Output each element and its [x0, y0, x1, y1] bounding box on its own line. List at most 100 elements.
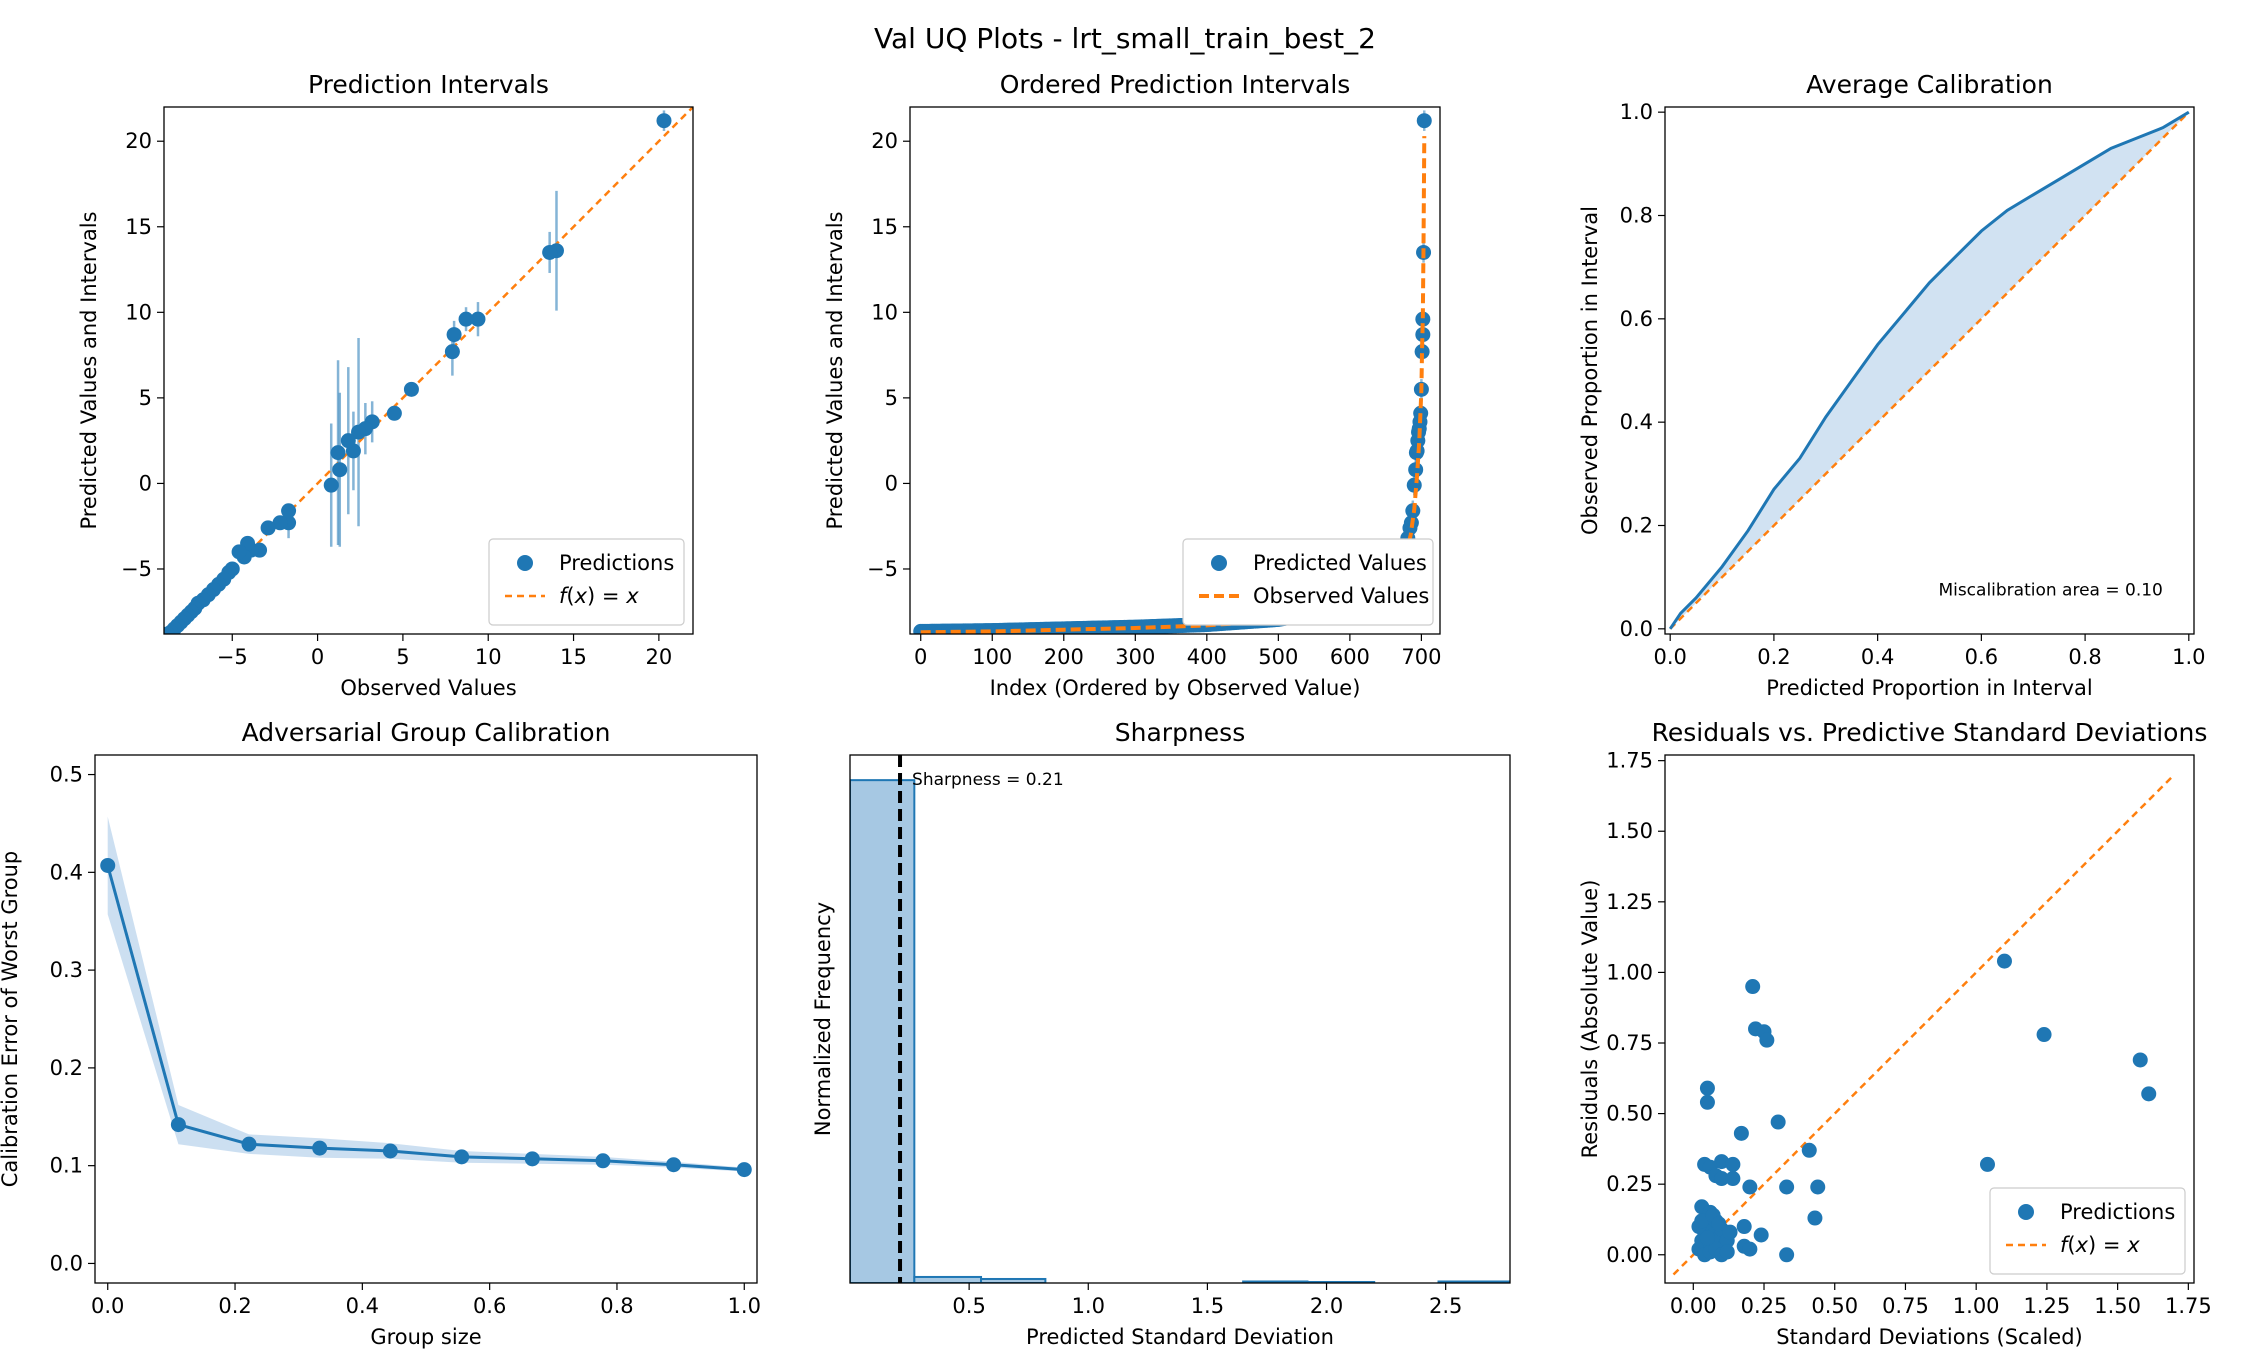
- legend-label-predictions: Predicted Values: [1253, 551, 1427, 575]
- x-tick-label: 0.0: [1653, 645, 1686, 669]
- identity-line: [1672, 776, 2173, 1276]
- prediction-point: [281, 503, 297, 519]
- prediction-point: [260, 520, 276, 536]
- y-tick-label: 0.1: [50, 1154, 83, 1178]
- residual-point: [1759, 1032, 1775, 1048]
- residual-point: [1801, 1142, 1817, 1158]
- x-tick-label: 0: [311, 645, 324, 669]
- y-tick-label: 0: [885, 471, 898, 495]
- residual-point: [2141, 1086, 2157, 1102]
- calibration-curve: [1668, 110, 2190, 630]
- miscalibration-annotation: Miscalibration area = 0.10: [1938, 580, 2162, 600]
- chart-title: Average Calibration: [1806, 70, 2053, 99]
- x-tick-label: 0: [914, 645, 927, 669]
- histogram-bar: [850, 779, 916, 1283]
- x-axis-label: Index (Ordered by Observed Value): [990, 676, 1361, 700]
- prediction-point: [458, 311, 474, 327]
- predicted-point: [1415, 327, 1431, 343]
- sharpness-annotation: Sharpness = 0.21: [912, 770, 1064, 790]
- chart-title: Residuals vs. Predictive Standard Deviat…: [1652, 718, 2208, 747]
- x-tick-label: 0.0: [91, 1294, 124, 1318]
- prediction-point: [386, 405, 402, 421]
- calibration-error-point: [241, 1136, 257, 1152]
- axes-frame: [1664, 754, 2195, 1284]
- x-tick-label: 0.2: [1757, 645, 1790, 669]
- x-axis-label: Group size: [370, 1325, 481, 1349]
- legend-label-observed: Observed Values: [1253, 584, 1429, 608]
- x-tick-label: 500: [1258, 645, 1298, 669]
- calibration-error-point: [736, 1162, 752, 1178]
- x-tick-label: 600: [1330, 645, 1370, 669]
- y-tick-label: 1.75: [1606, 749, 1653, 773]
- y-axis-label: Predicted Values and Intervals: [823, 211, 847, 529]
- residual-point: [1996, 953, 2012, 969]
- x-tick-label: −5: [217, 645, 248, 669]
- residual-point: [1725, 1156, 1741, 1172]
- histogram-bar: [980, 1277, 1047, 1283]
- x-tick-label: 0.00: [1670, 1294, 1717, 1318]
- x-tick-label: 300: [1115, 645, 1155, 669]
- y-tick-label: 0.5: [50, 763, 83, 787]
- y-tick-label: 0.4: [50, 860, 83, 884]
- calibration-error-point: [666, 1157, 682, 1173]
- prediction-point: [656, 113, 672, 129]
- y-tick-label: 0.2: [1620, 514, 1653, 538]
- x-axis-label: Observed Values: [340, 676, 516, 700]
- residual-point: [1770, 1114, 1786, 1130]
- x-tick-label: 20: [646, 645, 673, 669]
- calibration-error-point: [595, 1153, 611, 1169]
- y-axis-label: Calibration Error of Worst Group: [0, 851, 22, 1188]
- residuals-vs-std-chart: Residuals vs. Predictive Standard Deviat…: [1578, 718, 2212, 1349]
- prediction-point: [231, 544, 247, 560]
- y-tick-label: 1.0: [1620, 100, 1653, 124]
- residual-point: [1736, 1219, 1752, 1235]
- x-tick-label: 400: [1187, 645, 1227, 669]
- x-tick-label: 1.5: [1191, 1294, 1224, 1318]
- prediction-point: [470, 311, 486, 327]
- residual-point: [1699, 1080, 1715, 1096]
- x-axis-label: Standard Deviations (Scaled): [1776, 1325, 2083, 1349]
- y-tick-label: 5: [885, 386, 898, 410]
- prediction-point: [403, 381, 419, 397]
- y-tick-label: −5: [867, 557, 898, 581]
- y-tick-label: 10: [871, 300, 898, 324]
- x-tick-label: 0.25: [1741, 1294, 1788, 1318]
- calibration-error-point: [170, 1117, 186, 1133]
- residual-point: [1711, 1216, 1727, 1232]
- x-tick-label: 0.75: [1882, 1294, 1929, 1318]
- x-tick-label: 0.4: [346, 1294, 379, 1318]
- y-axis-label: Predicted Values and Intervals: [77, 211, 101, 529]
- y-tick-label: 0.50: [1606, 1102, 1653, 1126]
- legend-marker-predictions: [517, 555, 533, 571]
- x-tick-label: 15: [560, 645, 587, 669]
- y-tick-label: 20: [125, 129, 152, 153]
- x-tick-label: 1.0: [728, 1294, 761, 1318]
- axes-frame: [849, 754, 1511, 1284]
- residual-point: [1719, 1244, 1735, 1260]
- legend-box: [1182, 538, 1434, 626]
- residual-point: [1810, 1179, 1826, 1195]
- residual-point: [1742, 1179, 1758, 1195]
- chart-title: Prediction Intervals: [308, 70, 549, 99]
- chart-title: Sharpness: [1115, 718, 1245, 747]
- histogram-bar: [913, 1275, 983, 1283]
- calibration-error-point: [454, 1149, 470, 1165]
- histogram-bar: [1437, 1280, 1510, 1283]
- y-tick-label: 15: [125, 215, 152, 239]
- residual-point: [1753, 1227, 1769, 1243]
- chart-title: Adversarial Group Calibration: [242, 718, 611, 747]
- residual-point: [1779, 1247, 1795, 1263]
- chart-legend: Predicted Values Observed Values: [1182, 538, 1434, 626]
- x-tick-label: 0.50: [1811, 1294, 1858, 1318]
- prediction-intervals-chart: Prediction Intervals Observed Values Predi…: [77, 70, 694, 700]
- ideal-calibration-line: [1669, 111, 2190, 630]
- y-tick-label: 10: [125, 300, 152, 324]
- x-tick-label: 1.25: [2024, 1294, 2071, 1318]
- residual-point: [2036, 1027, 2052, 1043]
- residual-point: [1714, 1171, 1730, 1187]
- x-tick-label: 2.5: [1429, 1294, 1462, 1318]
- x-tick-label: 200: [1044, 645, 1084, 669]
- prediction-point: [272, 515, 288, 531]
- plot-area: [1672, 776, 2173, 1276]
